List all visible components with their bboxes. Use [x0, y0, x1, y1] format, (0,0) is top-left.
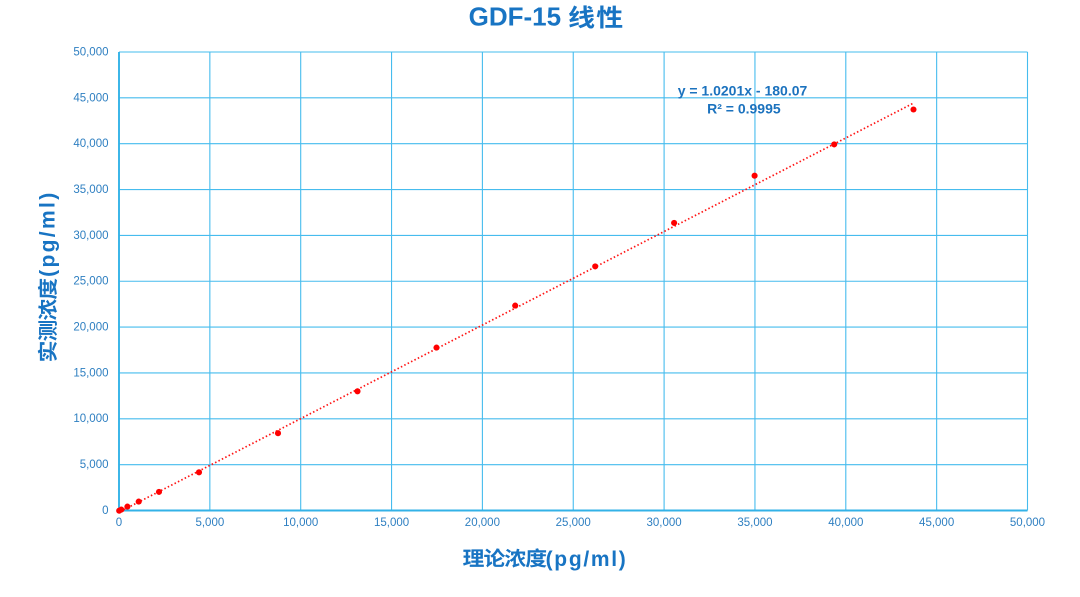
svg-text:0: 0: [102, 505, 108, 517]
svg-text:30,000: 30,000: [73, 230, 108, 242]
svg-text:45,000: 45,000: [73, 92, 108, 104]
svg-text:25,000: 25,000: [556, 517, 591, 529]
svg-text:(pg/ml): (pg/ml): [546, 548, 628, 571]
svg-text:15,000: 15,000: [73, 367, 108, 379]
svg-text:5,000: 5,000: [195, 517, 224, 529]
svg-text:10,000: 10,000: [73, 413, 108, 425]
svg-text:40,000: 40,000: [73, 138, 108, 150]
svg-text:30,000: 30,000: [647, 517, 682, 529]
svg-text:10,000: 10,000: [283, 517, 318, 529]
svg-text:R² = 0.9995: R² = 0.9995: [707, 100, 781, 116]
svg-text:5,000: 5,000: [80, 459, 109, 471]
svg-text:GDF-15: GDF-15: [469, 1, 561, 31]
svg-text:40,000: 40,000: [828, 517, 863, 529]
svg-text:35,000: 35,000: [737, 517, 772, 529]
svg-text:50,000: 50,000: [73, 46, 108, 58]
svg-text:(pg/ml): (pg/ml): [37, 190, 60, 276]
svg-text:35,000: 35,000: [73, 184, 108, 196]
svg-text:20,000: 20,000: [465, 517, 500, 529]
svg-text:50,000: 50,000: [1010, 517, 1045, 529]
svg-text:45,000: 45,000: [919, 517, 954, 529]
svg-text:y = 1.0201x - 180.07: y = 1.0201x - 180.07: [678, 82, 808, 98]
svg-text:15,000: 15,000: [374, 517, 409, 529]
svg-text:20,000: 20,000: [73, 322, 108, 334]
svg-text:25,000: 25,000: [73, 276, 108, 288]
svg-text:0: 0: [116, 517, 122, 529]
